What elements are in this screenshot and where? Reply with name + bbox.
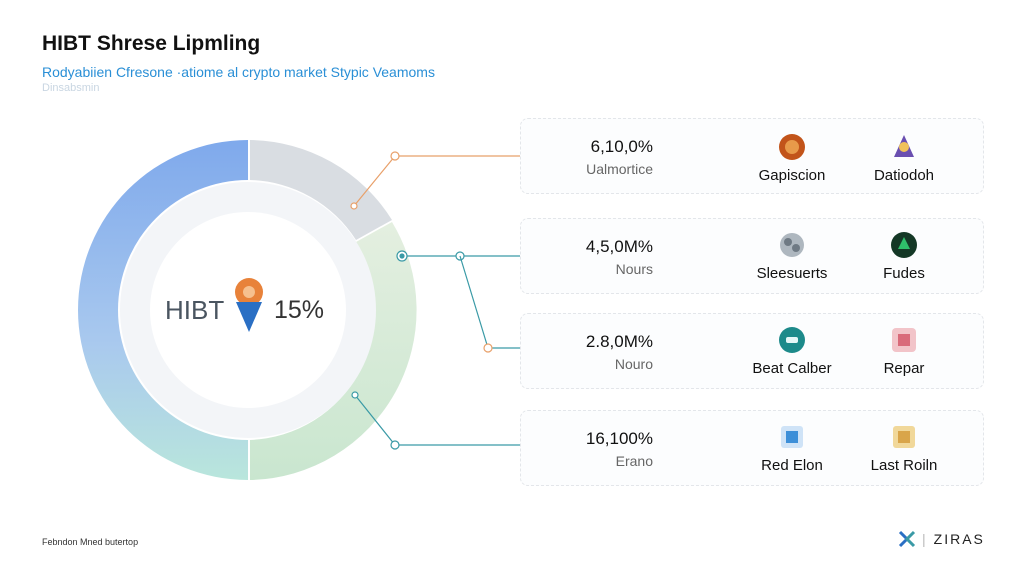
silver-cluster-icon: [780, 233, 804, 257]
blue-box-icon: [781, 426, 803, 448]
connector-line-1: [350, 151, 540, 210]
connector-line-4: [351, 391, 540, 450]
brand-icon: [898, 530, 916, 548]
location-pin-icon: [235, 278, 263, 332]
metric-value: 16,100%: [585, 429, 653, 448]
pink-square-icon: [892, 328, 916, 352]
ring-segment-green: [250, 222, 417, 480]
coin-name: Gapiscion: [758, 167, 826, 184]
metric-label: Ualmortice: [586, 161, 653, 177]
metric-value: 4,5,0M%: [585, 237, 653, 256]
coin-name: Datiodoh: [873, 167, 935, 184]
teal-circle-icon: [779, 327, 805, 353]
green-hex-icon: [891, 232, 917, 258]
ring-segment-blue: [78, 140, 248, 480]
footer-note: Febndon Mned butertop: [42, 537, 139, 547]
metric-row: 16,100% Erano Red Elon Last Roiln: [520, 410, 984, 486]
metric-label: Erano: [615, 453, 653, 469]
metric-value: 6,10,0%: [590, 137, 653, 156]
center-percent: 15%: [274, 296, 325, 324]
coin-name: Red Elon: [761, 457, 823, 474]
gold-frame-icon: [893, 426, 915, 448]
chart-subtitle: Rodyabiien Cfresone ·atiome al crypto ma…: [42, 64, 435, 80]
coin-name: Last Roiln: [870, 457, 938, 474]
metric-label: Nouro: [614, 356, 653, 372]
purple-bird-icon: [894, 135, 914, 157]
chart-subtitle-secondary: Dinsabsmin: [42, 82, 100, 94]
coin-name: Repar: [883, 360, 925, 377]
coin-name: Beat Calber: [752, 360, 832, 377]
brand-name: ZIRAS: [933, 531, 985, 547]
connector-line-2: [396, 250, 540, 353]
coin-name: Sleesuerts: [756, 265, 828, 282]
ring-segment-grey: [250, 140, 392, 240]
coin-name: Fudes: [883, 265, 925, 282]
chart-title: HIBT Shrese Lipmling: [42, 32, 261, 55]
metric-row: 6,10,0% Ualmortice Gapiscion Datiodoh: [520, 118, 984, 194]
brand-logo: | ZIRAS: [898, 530, 985, 548]
metric-row: 4,5,0M% Nours Sleesuerts Fudes: [520, 218, 984, 294]
orange-coin-icon: [779, 134, 805, 160]
metric-label: Nours: [615, 261, 653, 277]
center-label: HIBT: [165, 295, 225, 325]
metric-row: 2.8,0M% Nouro Beat Calber Repar: [520, 313, 984, 389]
metric-value: 2.8,0M%: [585, 332, 653, 351]
